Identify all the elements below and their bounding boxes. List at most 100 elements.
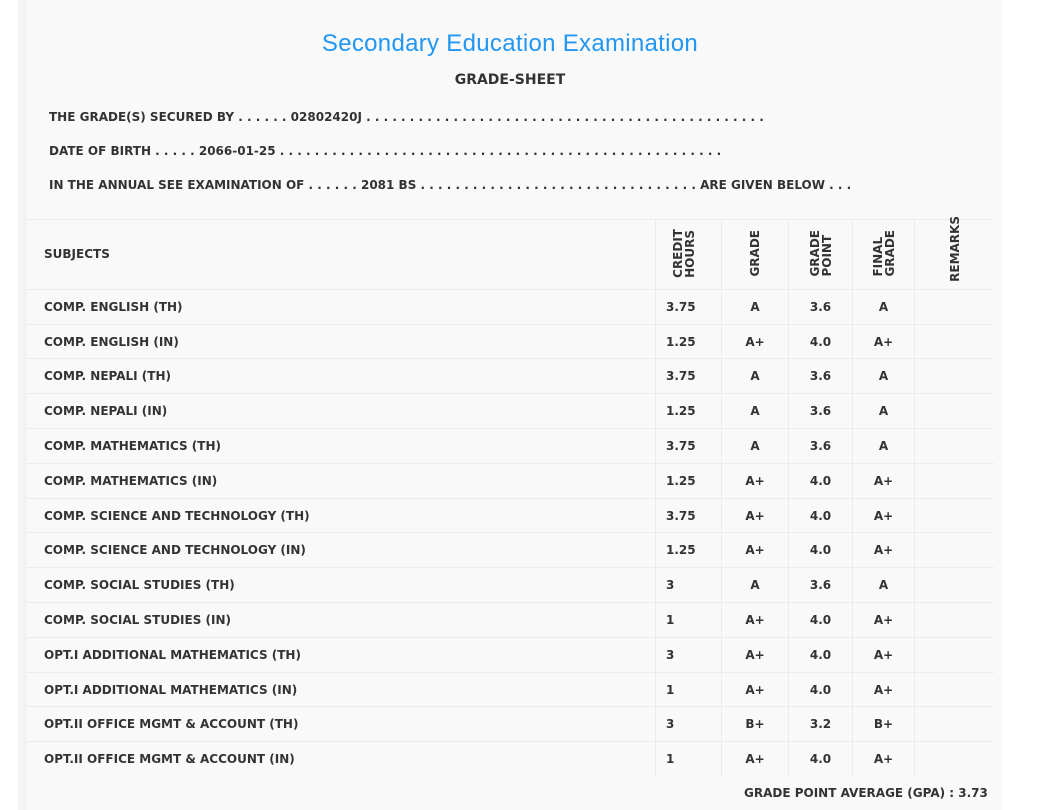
credit-hours: 1.25	[655, 323, 722, 359]
grade: A	[721, 428, 789, 464]
grade-point: 4.0	[788, 741, 853, 777]
final-grade: A+	[852, 671, 915, 707]
credit-hours: 1	[655, 602, 722, 638]
grade-point: 4.0	[788, 671, 853, 707]
table-row: COMP. SCIENCE AND TECHNOLOGY (TH) 3.75 A+ 4…	[27, 497, 994, 533]
grade: A+	[721, 602, 789, 638]
grade-point: 4.0	[788, 323, 853, 359]
grade-point: 3.6	[788, 358, 853, 394]
remarks	[914, 741, 994, 777]
remarks	[914, 636, 994, 673]
table-row: COMP. SCIENCE AND TECHNOLOGY (IN) 1.25 A+ 4…	[27, 532, 994, 568]
credit-hours: 3	[655, 706, 722, 742]
credit-hours: 3.75	[655, 288, 722, 325]
secured-by-line: THE GRADE(S) SECURED BY . . . . . . 0280…	[49, 110, 764, 124]
table-row: COMP. MATHEMATICS (TH) 3.75 A 3.6 A	[27, 428, 994, 464]
final-grade: A	[852, 567, 915, 603]
subject-name: COMP. SOCIAL STUDIES (IN)	[27, 602, 656, 638]
final-grade: A	[852, 358, 915, 394]
remarks	[914, 497, 994, 533]
grade: A	[721, 393, 789, 429]
table-row: COMP. ENGLISH (IN) 1.25 A+ 4.0 A+	[27, 323, 994, 359]
grade: A	[721, 358, 789, 394]
panel-edge	[18, 0, 27, 810]
remarks	[914, 288, 994, 325]
final-grade: B+	[852, 706, 915, 742]
subject-name: COMP. NEPALI (IN)	[27, 393, 656, 429]
subject-name: OPT.II OFFICE MGMT & ACCOUNT (TH)	[27, 706, 656, 742]
subject-name: COMP. SOCIAL STUDIES (TH)	[27, 567, 656, 603]
grades-table: SUBJECTS CREDIT HOURS GRADE GRADE POINT FI…	[27, 216, 994, 777]
grade: A	[721, 567, 789, 603]
table-row: OPT.I ADDITIONAL MATHEMATICS (TH) 3 A+ 4.0 A…	[27, 636, 994, 673]
final-grade: A+	[852, 462, 915, 499]
remarks	[914, 671, 994, 707]
grade-point: 4.0	[788, 497, 853, 533]
page-subtitle: GRADE-SHEET	[454, 72, 566, 88]
grade-point: 3.6	[788, 393, 853, 429]
header-final-grade: FINAL GRADE	[852, 219, 915, 290]
remarks	[914, 602, 994, 638]
credit-hours: 1	[655, 741, 722, 777]
final-grade: A+	[852, 636, 915, 673]
grade-point: 3.6	[788, 567, 853, 603]
grade: A+	[721, 636, 789, 673]
grade: A	[721, 288, 789, 325]
gpa-summary: GRADE POINT AVERAGE (GPA) : 3.73	[744, 786, 988, 800]
subject-name: COMP. NEPALI (TH)	[27, 358, 656, 394]
header-grade: GRADE	[721, 219, 789, 290]
subject-name: COMP. ENGLISH (IN)	[27, 323, 656, 359]
final-grade: A+	[852, 323, 915, 359]
credit-hours: 3	[655, 636, 722, 673]
grade-point: 4.0	[788, 636, 853, 673]
credit-hours: 3	[655, 567, 722, 603]
subject-name: COMP. SCIENCE AND TECHNOLOGY (IN)	[27, 532, 656, 568]
credit-hours: 3.75	[655, 428, 722, 464]
grade-point: 4.0	[788, 462, 853, 499]
credit-hours: 1.25	[655, 393, 722, 429]
header-credit-hours: CREDIT HOURS	[655, 219, 722, 290]
examination-line: IN THE ANNUAL SEE EXAMINATION OF . . . .…	[49, 178, 852, 192]
table-row: OPT.II OFFICE MGMT & ACCOUNT (IN) 1 A+ 4.0 A…	[27, 741, 994, 777]
grade-point: 3.6	[788, 428, 853, 464]
subject-name: COMP. SCIENCE AND TECHNOLOGY (TH)	[27, 497, 656, 533]
grade-point: 3.6	[788, 288, 853, 325]
table-row: COMP. ENGLISH (TH) 3.75 A 3.6 A	[27, 288, 994, 325]
credit-hours: 3.75	[655, 358, 722, 394]
grade: B+	[721, 706, 789, 742]
final-grade: A	[852, 428, 915, 464]
table-row: COMP. MATHEMATICS (IN) 1.25 A+ 4.0 A+	[27, 462, 994, 499]
grade: A+	[721, 532, 789, 568]
remarks	[914, 393, 994, 429]
credit-hours: 3.75	[655, 497, 722, 533]
grade: A+	[721, 741, 789, 777]
final-grade: A+	[852, 497, 915, 533]
grade: A+	[721, 323, 789, 359]
grade: A+	[721, 671, 789, 707]
final-grade: A	[852, 393, 915, 429]
table-row: COMP. NEPALI (TH) 3.75 A 3.6 A	[27, 358, 994, 394]
header-subjects: SUBJECTS	[27, 219, 656, 290]
remarks	[914, 428, 994, 464]
credit-hours: 1.25	[655, 462, 722, 499]
table-row: COMP. SOCIAL STUDIES (TH) 3 A 3.6 A	[27, 567, 994, 603]
remarks	[914, 358, 994, 394]
remarks	[914, 323, 994, 359]
header-remarks: REMARKS	[914, 216, 994, 290]
remarks	[914, 462, 994, 499]
final-grade: A+	[852, 741, 915, 777]
subject-name: COMP. MATHEMATICS (IN)	[27, 462, 656, 499]
grade: A+	[721, 462, 789, 499]
grade-point: 3.2	[788, 706, 853, 742]
header-grade-point: GRADE POINT	[788, 219, 853, 290]
remarks	[914, 532, 994, 568]
remarks	[914, 567, 994, 603]
table-row: COMP. SOCIAL STUDIES (IN) 1 A+ 4.0 A+	[27, 602, 994, 638]
final-grade: A+	[852, 532, 915, 568]
subject-name: COMP. MATHEMATICS (TH)	[27, 428, 656, 464]
grade: A+	[721, 497, 789, 533]
credit-hours: 1	[655, 671, 722, 707]
remarks	[914, 706, 994, 742]
final-grade: A+	[852, 602, 915, 638]
table-row: OPT.II OFFICE MGMT & ACCOUNT (TH) 3 B+ 3.2 B…	[27, 706, 994, 742]
